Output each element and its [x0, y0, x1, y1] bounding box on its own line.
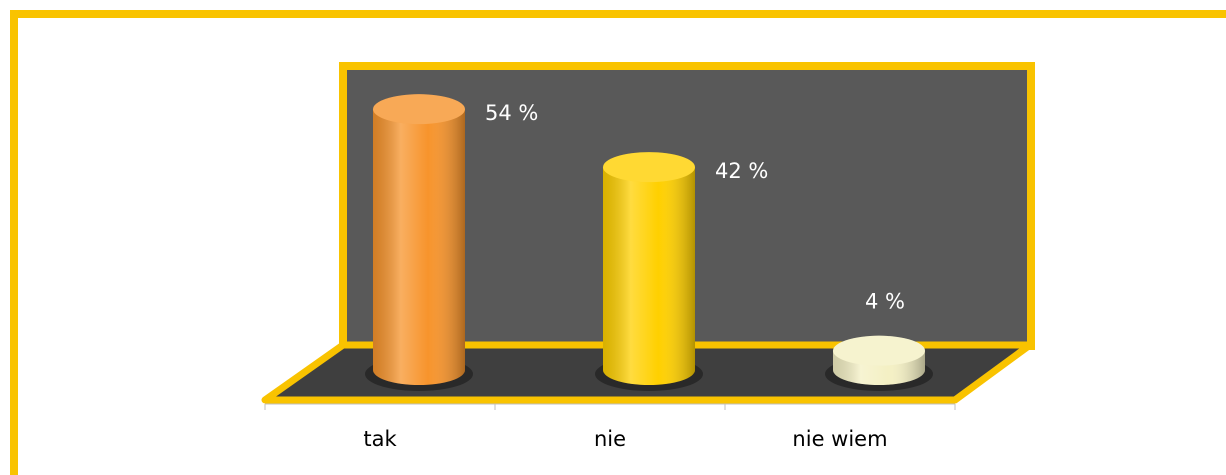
x-axis [264, 403, 956, 410]
bars: 54 % tak 42 % nie 4 % nie wiem [363, 94, 933, 451]
bar-shading [603, 167, 695, 385]
x-tick-label: tak [363, 427, 397, 451]
x-tick-label: nie [594, 427, 626, 451]
bar-top-highlight [373, 94, 465, 125]
bar-shading [373, 109, 465, 386]
x-tick-label: nie wiem [792, 427, 887, 451]
bar-top-highlight [603, 152, 695, 183]
bar-top [373, 94, 465, 125]
bar-top [603, 152, 695, 183]
bar-top-highlight [833, 335, 925, 366]
data-label: 54 % [485, 101, 538, 125]
bar-top [833, 335, 925, 366]
data-label: 4 % [865, 290, 905, 314]
data-label: 42 % [715, 159, 768, 183]
frame [10, 10, 1226, 475]
